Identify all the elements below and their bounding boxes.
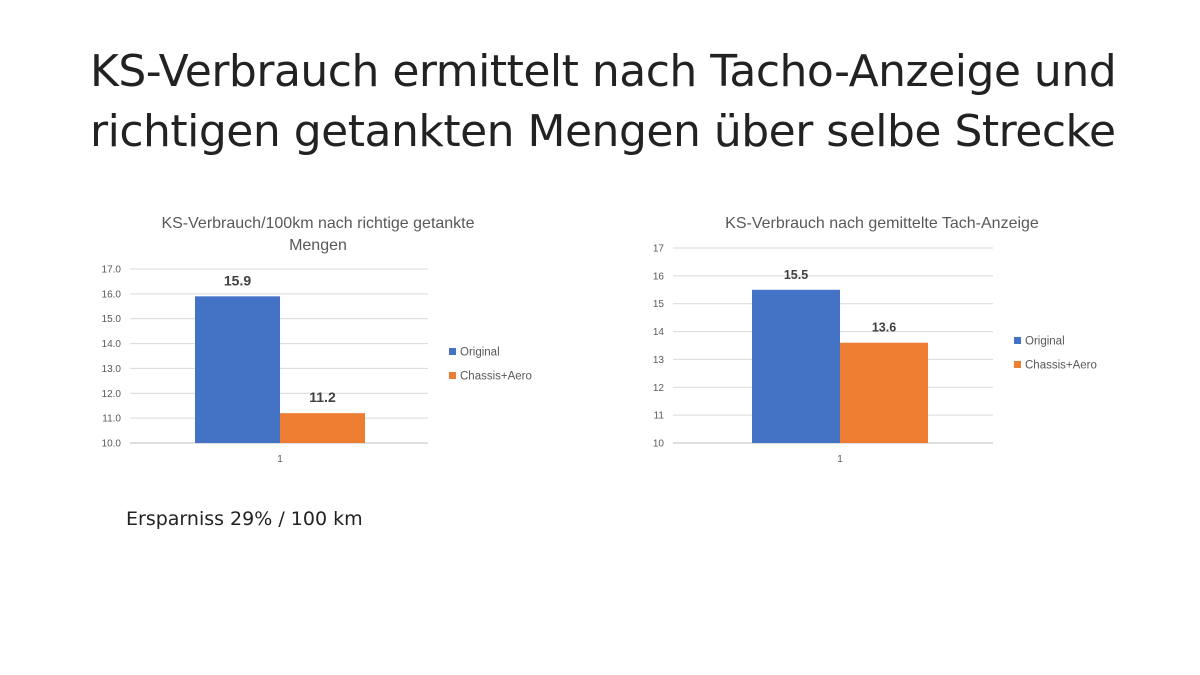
y-tick-label: 16.0: [102, 289, 122, 300]
legend-swatch: [449, 348, 456, 355]
data-label: 11.2: [309, 389, 336, 405]
data-label: 15.5: [784, 268, 808, 282]
legend-label: Chassis+Aero: [1025, 360, 1097, 372]
legend-swatch: [1014, 337, 1021, 344]
legend-swatch: [449, 372, 456, 379]
legend-label: Original: [460, 347, 500, 359]
bar-chassis-aero: [840, 342, 928, 443]
data-label: 15.9: [224, 272, 251, 288]
x-category-label: 1: [837, 454, 843, 465]
y-tick-label: 15.0: [102, 314, 122, 325]
x-category-label: 1: [277, 454, 283, 465]
chart-refuel-consumption: KS-Verbrauch/100km nach richtige getankt…: [80, 200, 560, 480]
chart-title-line: KS-Verbrauch/100km nach richtige getankt…: [161, 215, 474, 232]
legend-label: Original: [1025, 336, 1065, 348]
slide-title: KS-Verbrauch ermittelt nach Tacho-Anzeig…: [90, 46, 1117, 157]
savings-note: Ersparniss 29% / 100 km: [126, 508, 363, 530]
legend-label: Chassis+Aero: [460, 371, 532, 383]
chart-tacho-consumption: KS-Verbrauch nach gemittelte Tach-Anzeig…: [640, 200, 1120, 480]
y-tick-label: 14: [653, 327, 665, 338]
y-tick-label: 10.0: [102, 439, 122, 450]
legend-swatch: [1014, 361, 1021, 368]
chart-tacho-svg: KS-Verbrauch nach gemittelte Tach-Anzeig…: [653, 215, 1097, 465]
y-tick-label: 12.0: [102, 389, 122, 400]
y-tick-label: 17: [653, 244, 665, 255]
y-tick-label: 12: [653, 383, 665, 394]
y-tick-label: 11: [654, 411, 665, 422]
y-tick-label: 16: [653, 271, 665, 282]
chart-title-line: KS-Verbrauch nach gemittelte Tach-Anzeig…: [725, 215, 1039, 232]
y-tick-label: 14.0: [102, 339, 122, 350]
y-tick-label: 17.0: [102, 265, 122, 276]
y-tick-label: 15: [653, 299, 665, 310]
chart-refuel-svg: KS-Verbrauch/100km nach richtige getankt…: [102, 215, 532, 465]
bar-chassis-aero: [280, 413, 365, 443]
y-tick-label: 11.0: [102, 414, 121, 425]
chart-title-line: Mengen: [289, 237, 347, 254]
bar-original: [752, 289, 840, 443]
bar-original: [195, 296, 280, 443]
data-label: 13.6: [872, 321, 896, 335]
y-tick-label: 13: [653, 355, 665, 366]
y-tick-label: 13.0: [102, 364, 122, 375]
y-tick-label: 10: [653, 439, 665, 450]
